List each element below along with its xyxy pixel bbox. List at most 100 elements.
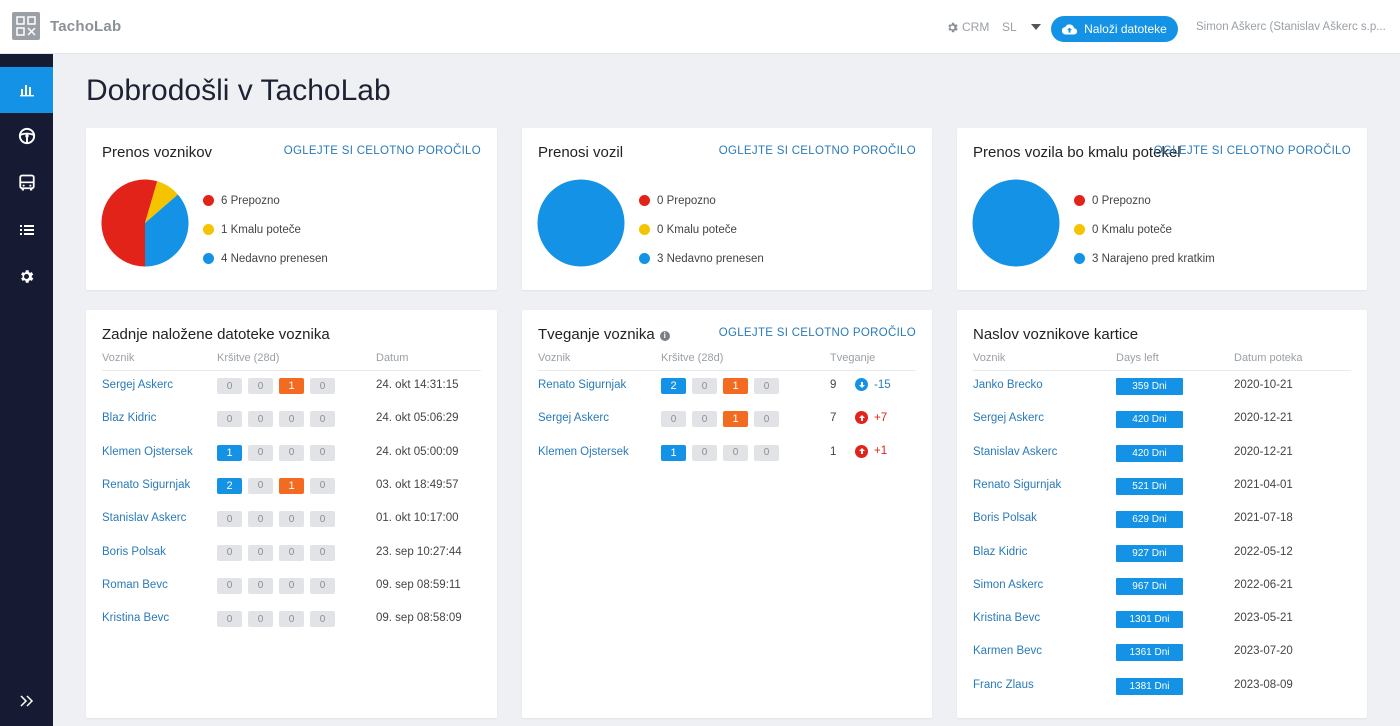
logo-icon[interactable] <box>12 12 40 40</box>
slice-expiring <box>145 181 178 223</box>
header-divider <box>538 370 916 371</box>
driver-name-link[interactable]: Renato Sigurnjak <box>973 478 1062 491</box>
column-header: Voznik <box>973 352 1006 364</box>
full-report-link[interactable]: OGLEJTE SI CELOTNO POROČILO <box>718 145 916 157</box>
violation-badge: 0 <box>754 411 779 428</box>
column-header: Voznik <box>102 352 135 364</box>
driver-name-link[interactable]: Stanislav Askerc <box>973 445 1058 458</box>
steering-wheel-icon <box>18 127 35 145</box>
column-header: Days left <box>1116 352 1159 364</box>
double-chevron-right-icon <box>19 695 33 707</box>
driver-name-link[interactable]: Sergej Askerc <box>973 412 1044 425</box>
sidebar-item-list[interactable] <box>0 207 53 253</box>
red-dot <box>639 195 650 206</box>
sidebar-item-dashboard[interactable] <box>0 67 53 113</box>
language-select[interactable]: SL <box>1002 20 1041 34</box>
driver-name-link[interactable]: Blaz Kidric <box>973 545 1028 558</box>
full-report-link[interactable]: OGLEJTE SI CELOTNO POROČILO <box>718 327 916 339</box>
user-menu[interactable]: Simon Aškerc (Stanislav Aškerc s.p... <box>1196 21 1386 33</box>
top-bar: TachoLab CRM SL Naloži datoteke Simon Aš… <box>0 0 1400 54</box>
sidebar-item-drivers[interactable] <box>0 113 53 159</box>
driver-name-link[interactable]: Stanislav Askerc <box>102 512 187 525</box>
info-icon[interactable]: i <box>659 331 670 341</box>
driver-name-link[interactable]: Klemen Ojstersek <box>102 445 193 458</box>
card-title: Prenos vozila bo kmalu potekel <box>973 144 1181 161</box>
violation-badge: 0 <box>310 511 335 528</box>
table-row: Klemen Ojstersek 1 0 0 0 1 +1 <box>522 437 932 470</box>
driver-name-link[interactable]: Kristina Bevc <box>102 612 170 625</box>
yellow-dot <box>1074 224 1085 235</box>
sidebar-item-vehicles[interactable] <box>0 160 53 206</box>
driver-downloads-pie <box>101 179 189 267</box>
risk-trend-value: +1 <box>874 445 888 458</box>
sidebar-expand-button[interactable] <box>0 688 53 714</box>
legend: 0 Prepozno 0 Kmalu poteče 3 Nedavno pren… <box>639 186 764 273</box>
sidebar-item-settings[interactable] <box>0 253 53 299</box>
upload-date: 24. okt 05:00:09 <box>376 445 459 458</box>
violation-badge: 1 <box>723 411 748 428</box>
table-row: Renato Sigurnjak 521 Dni 2021-04-01 <box>957 470 1367 503</box>
driver-name-link[interactable]: Renato Sigurnjak <box>102 478 191 491</box>
driver-name-link[interactable]: Sergej Askerc <box>102 379 173 391</box>
driver-name-link[interactable]: Renato Sigurnjak <box>538 379 627 391</box>
table-row: Franc Zlaus 1381 Dni 2023-08-09 <box>957 670 1367 703</box>
upload-date: 09. sep 08:58:09 <box>376 612 462 625</box>
vehicle-downloads-pie <box>537 179 625 267</box>
expiry-date: 2023-07-20 <box>1234 645 1293 658</box>
driver-name-link[interactable]: Blaz Kidric <box>102 412 157 425</box>
table-row: Karmen Bevc 1361 Dni 2023-07-20 <box>957 636 1367 669</box>
driver-name-link[interactable]: Karmen Bevc <box>973 645 1043 658</box>
driver-cards-card: Naslov voznikove kartice Voznik Days lef… <box>957 310 1367 718</box>
upload-date: 03. okt 18:49:57 <box>376 478 459 491</box>
driver-name-link[interactable]: Kristina Bevc <box>973 612 1041 625</box>
violation-badge: 2 <box>217 477 242 494</box>
violation-badge: 0 <box>248 544 273 561</box>
legend-label: 0 Kmalu poteče <box>657 223 737 236</box>
driver-name-link[interactable]: Franc Zlaus <box>973 678 1034 691</box>
expiry-date: 2022-06-21 <box>1234 578 1293 591</box>
card-title: Prenos voznikov <box>102 144 213 161</box>
violation-badge: 0 <box>310 411 335 428</box>
days-left-badge: 420 Dni <box>1116 444 1183 462</box>
days-left-badge: 1361 Dni <box>1116 644 1183 662</box>
driver-name-link[interactable]: Roman Bevc <box>102 578 168 591</box>
upload-date: 09. sep 08:59:11 <box>376 578 461 591</box>
violation-badge: 0 <box>723 444 748 461</box>
table-row: Kristina Bevc 1301 Dni 2023-05-21 <box>957 603 1367 636</box>
blue-dot <box>203 253 214 264</box>
legend-item-recent: 4 Nedavno prenesen <box>203 244 328 273</box>
upload-date: 01. okt 10:17:00 <box>376 512 459 525</box>
vehicle-downloads-card: Prenosi vozil OGLEJTE SI CELOTNO POROČIL… <box>522 128 932 290</box>
crm-link[interactable]: CRM <box>946 20 989 34</box>
driver-name-link[interactable]: Klemen Ojstersek <box>538 445 629 458</box>
violation-badge: 0 <box>310 477 335 494</box>
violation-badge: 0 <box>279 411 304 428</box>
column-header: Voznik <box>538 352 571 364</box>
driver-name-link[interactable]: Boris Polsak <box>973 512 1037 525</box>
upload-files-button[interactable]: Naloži datoteke <box>1051 16 1178 42</box>
full-report-link[interactable]: OGLEJTE SI CELOTNO POROČILO <box>283 145 481 157</box>
driver-name-link[interactable]: Simon Askerc <box>973 578 1044 591</box>
expiry-date: 2022-05-12 <box>1234 545 1293 558</box>
table-row: Stanislav Askerc 0 0 0 0 01. okt 10:17:00 <box>86 503 497 536</box>
violation-badge: 0 <box>279 511 304 528</box>
slice-recent <box>972 179 1060 267</box>
upload-date: 24. okt 14:31:15 <box>376 379 459 391</box>
expiry-date: 2023-05-21 <box>1234 612 1293 625</box>
driver-name-link[interactable]: Boris Polsak <box>102 545 166 558</box>
driver-name-link[interactable]: Janko Brecko <box>973 379 1043 391</box>
driver-name-link[interactable]: Sergej Askerc <box>538 412 609 425</box>
slice-recent <box>145 194 189 267</box>
list-icon <box>19 225 34 235</box>
vehicle-expiry-card: Prenos vozila bo kmalu potekel OGLEJTE S… <box>957 128 1367 290</box>
logo-text[interactable]: TachoLab <box>50 18 122 35</box>
full-report-link[interactable]: OGLEJTE SI CELOTNO POROČILO <box>1153 145 1351 157</box>
card-title: Naslov voznikove kartice <box>973 326 1139 343</box>
gear-icon <box>21 269 34 283</box>
